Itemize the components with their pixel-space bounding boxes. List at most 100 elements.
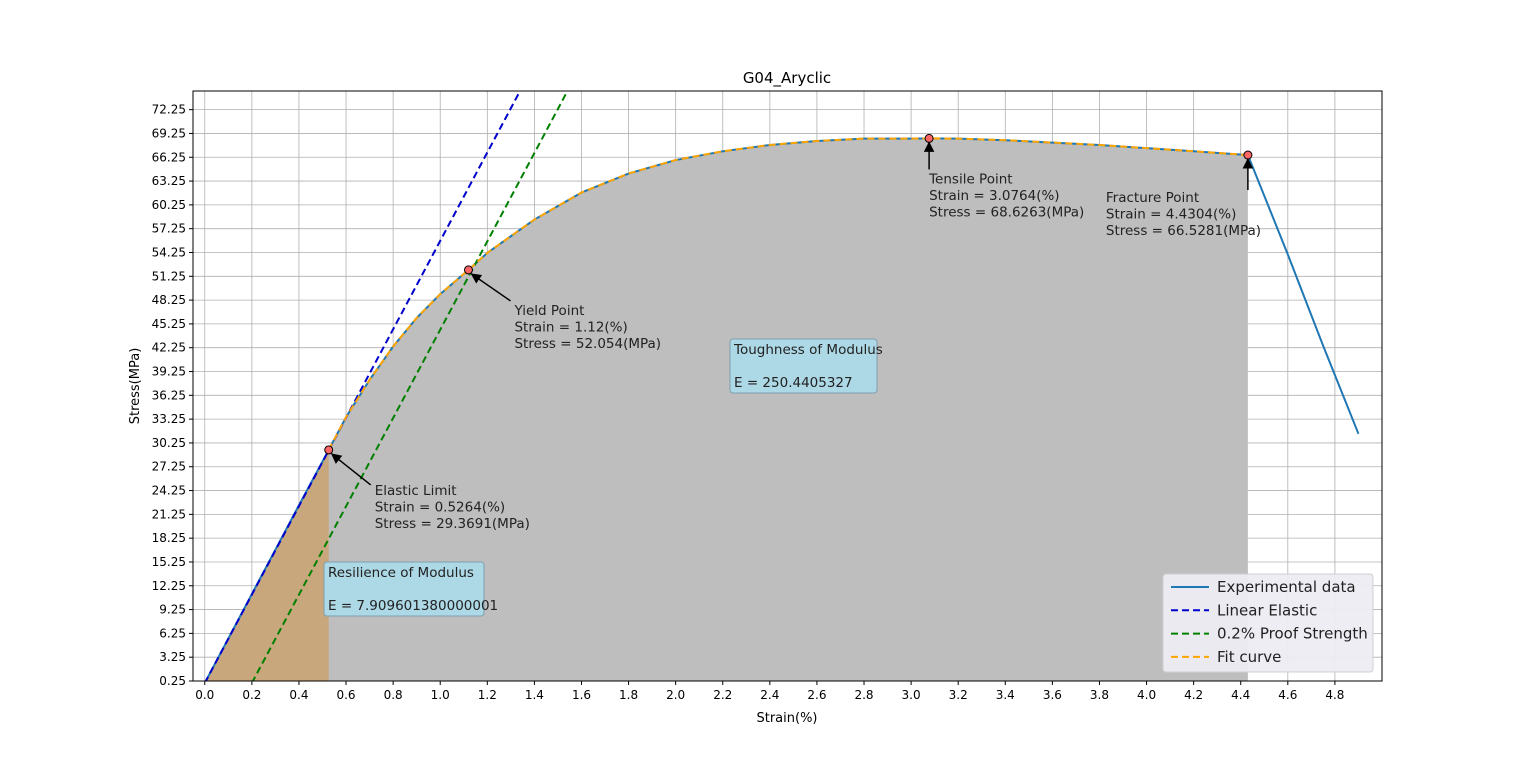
y-tick-label: 12.25 [152, 579, 186, 593]
legend-label: 0.2% Proof Strength [1217, 625, 1368, 643]
legend-label: Fit curve [1217, 648, 1281, 666]
linear-elastic-line [204, 91, 522, 681]
info-box-text: Toughness of Modulus E = 250.4405327 [733, 342, 883, 391]
annotation-line: Strain = 0.5264(%) [375, 499, 506, 515]
x-tick-label: 3.2 [949, 688, 968, 702]
plot-frame [192, 90, 1383, 682]
annotation-line: Stress = 66.5281(MPa) [1106, 223, 1261, 239]
y-tick-label: 39.25 [152, 365, 186, 379]
y-tick-label: 30.25 [152, 436, 186, 450]
x-tick-label: 0.0 [195, 688, 214, 702]
annotation-arrow [330, 453, 372, 486]
y-tick-label: 18.25 [152, 531, 186, 545]
annotation-line: Stress = 68.6263(MPa) [929, 204, 1084, 220]
annotation-line: Strain = 1.12(%) [514, 319, 627, 335]
x-tick-label: 2.6 [807, 688, 826, 702]
fit-curve-line [327, 137, 1248, 451]
y-tick-label: 69.25 [152, 126, 186, 140]
info-box-line: Resilience of Modulus [328, 565, 474, 581]
y-tick-label: 72.25 [152, 103, 186, 117]
legend-box [1162, 573, 1374, 673]
annotation-line: Fracture Point [1106, 190, 1199, 206]
info-box [729, 338, 878, 394]
proof-strength-line [251, 91, 569, 681]
point-marker [324, 445, 334, 455]
x-tick-label: 1.2 [478, 688, 497, 702]
info-box-line [328, 582, 332, 598]
y-tick-label: 42.25 [152, 341, 186, 355]
annotation-line: Stress = 29.3691(MPa) [375, 516, 530, 532]
x-axis-ticks: 0.0 0.2 0.4 0.6 0.8 1.0 1.2 1.4 1.6 1.8 2.0 2.2 2.4 2… [195, 681, 1344, 702]
y-tick-label: 15.25 [152, 555, 186, 569]
point-marker [463, 265, 473, 275]
y-axis-ticks: 0.25 3.25 6.25 9.25 12.25 15.25 18.25 21.25 24.2… [152, 103, 193, 688]
y-tick-label: 48.25 [152, 293, 186, 307]
x-tick-label: 1.6 [572, 688, 591, 702]
chart-title: G04_Aryclic [743, 69, 831, 88]
series-lines [204, 91, 1360, 681]
y-tick-label: 6.25 [159, 626, 186, 640]
x-tick-label: 1.8 [619, 688, 638, 702]
y-tick-label: 3.25 [159, 650, 186, 664]
x-tick-label: 4.6 [1278, 688, 1297, 702]
annotation-line: Strain = 3.0764(%) [929, 188, 1060, 204]
info-box [323, 561, 485, 617]
annotation-label: Yield Point Strain = 1.12(%) Stress = 52.0… [513, 303, 661, 352]
key-points [324, 133, 1253, 455]
y-tick-label: 27.25 [152, 460, 186, 474]
x-tick-label: 0.2 [242, 688, 261, 702]
legend: Experimental data Linear Elastic 0.2% Proo… [1162, 573, 1374, 673]
x-tick-label: 4.8 [1325, 688, 1344, 702]
x-tick-label: 4.2 [1184, 688, 1203, 702]
y-axis-label: Stress(MPa) [128, 348, 143, 425]
toughness-area [204, 138, 1248, 681]
y-tick-label: 24.25 [152, 484, 186, 498]
x-tick-label: 3.4 [996, 688, 1015, 702]
y-tick-label: 45.25 [152, 317, 186, 331]
annotation-line: Elastic Limit [375, 483, 457, 499]
x-tick-label: 2.2 [713, 688, 732, 702]
annotation-label: Fracture Point Strain = 4.4304(%) Stress =… [1106, 190, 1261, 239]
y-tick-label: 60.25 [152, 198, 186, 212]
x-tick-label: 4.0 [1137, 688, 1156, 702]
annotations: Elastic Limit Strain = 0.5264(%) Stress = … [323, 141, 1261, 617]
x-tick-label: 1.4 [525, 688, 544, 702]
x-tick-label: 3.8 [1090, 688, 1109, 702]
info-box-text: Resilience of Modulus E = 7.909601380000… [328, 565, 498, 614]
y-tick-label: 66.25 [152, 150, 186, 164]
x-tick-label: 2.4 [760, 688, 779, 702]
legend-label: Linear Elastic [1217, 601, 1317, 619]
info-box-line: Toughness of Modulus [733, 342, 883, 358]
y-tick-label: 54.25 [152, 245, 186, 259]
y-tick-label: 21.25 [152, 507, 186, 521]
legend-label: Experimental data [1217, 578, 1356, 596]
info-box-line: E = 7.909601380000001 [328, 598, 498, 614]
annotation-line: Yield Point [513, 303, 584, 319]
x-axis-label: Strain(%) [756, 711, 817, 726]
point-marker [1243, 150, 1253, 160]
area-fills [204, 138, 1248, 681]
annotation-line: Stress = 52.054(MPa) [514, 336, 661, 352]
x-tick-label: 0.8 [384, 688, 403, 702]
y-tick-label: 57.25 [152, 222, 186, 236]
x-tick-label: 1.0 [431, 688, 450, 702]
info-box-line [734, 359, 738, 375]
y-tick-label: 0.25 [159, 674, 186, 688]
point-marker [924, 133, 934, 143]
x-tick-label: 2.8 [854, 688, 873, 702]
y-tick-label: 9.25 [159, 603, 186, 617]
x-tick-label: 0.6 [336, 688, 355, 702]
resilience-area [204, 449, 329, 681]
y-tick-label: 51.25 [152, 269, 186, 283]
annotation-arrow [470, 273, 511, 302]
annotation-label: Elastic Limit Strain = 0.5264(%) Stress = … [375, 483, 530, 532]
x-tick-label: 0.4 [289, 688, 308, 702]
y-tick-label: 33.25 [152, 412, 186, 426]
x-tick-label: 2.0 [666, 688, 685, 702]
info-box-line: E = 250.4405327 [734, 375, 853, 391]
annotation-line: Strain = 4.4304(%) [1106, 207, 1237, 223]
y-tick-label: 36.25 [152, 388, 186, 402]
x-tick-label: 3.6 [1043, 688, 1062, 702]
x-tick-label: 3.0 [902, 688, 921, 702]
